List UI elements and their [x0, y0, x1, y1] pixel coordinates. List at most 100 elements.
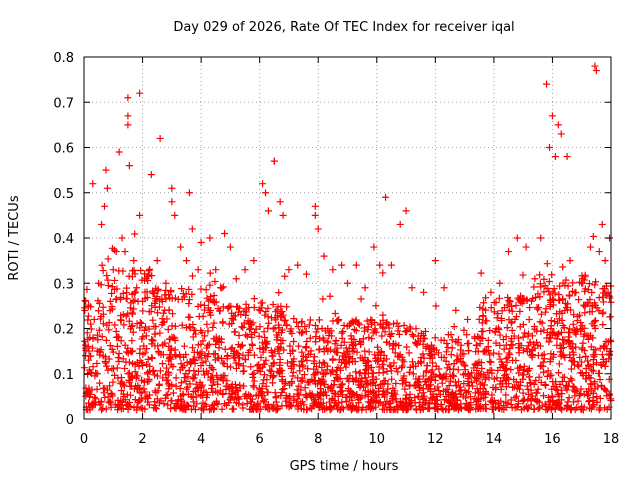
data-point [463, 331, 471, 339]
data-point [354, 394, 362, 402]
data-point [202, 357, 210, 365]
data-point [166, 294, 174, 302]
data-point [349, 405, 357, 413]
data-point [379, 316, 387, 324]
data-point [408, 331, 416, 339]
data-point [558, 309, 566, 317]
data-point [577, 390, 585, 398]
data-point [104, 366, 112, 374]
data-point [453, 396, 461, 404]
x-tick-label: 12 [427, 432, 444, 447]
data-point [84, 316, 92, 324]
data-point [501, 367, 509, 375]
data-point [358, 392, 366, 400]
data-point [89, 344, 97, 352]
data-point [134, 398, 142, 406]
data-point [287, 401, 295, 409]
x-tick-label: 4 [197, 432, 205, 447]
data-point [423, 342, 431, 350]
data-point [414, 332, 422, 340]
data-point [127, 325, 135, 333]
data-point [166, 382, 174, 390]
data-point [232, 275, 240, 283]
data-point [261, 371, 269, 379]
data-point [203, 320, 211, 328]
data-point [197, 362, 205, 370]
data-point [338, 358, 346, 366]
data-point [470, 364, 478, 372]
data-point [93, 347, 101, 355]
data-point [268, 352, 276, 360]
data-point [352, 368, 360, 376]
data-point [136, 349, 144, 357]
data-point [103, 362, 111, 370]
data-point [553, 386, 561, 394]
data-point [554, 121, 562, 129]
data-point [94, 336, 102, 344]
data-point [486, 327, 494, 335]
data-point [206, 269, 214, 277]
data-point [584, 357, 592, 365]
data-point [565, 394, 573, 402]
data-point [298, 319, 306, 327]
data-point [104, 393, 112, 401]
data-point [452, 306, 460, 314]
data-point [478, 327, 486, 335]
data-point [258, 363, 266, 371]
data-point [193, 400, 201, 408]
data-point [373, 357, 381, 365]
data-point [372, 328, 380, 336]
data-point [201, 332, 209, 340]
data-point [294, 323, 302, 331]
data-point [406, 325, 414, 333]
data-point [93, 370, 101, 378]
data-point [546, 403, 554, 411]
data-point [370, 243, 378, 251]
data-point [494, 310, 502, 318]
data-point [271, 389, 279, 397]
data-point [452, 382, 460, 390]
data-point [555, 329, 563, 337]
data-point [272, 393, 280, 401]
data-point [473, 385, 481, 393]
data-point [445, 382, 453, 390]
data-point [365, 358, 373, 366]
data-point [176, 384, 184, 392]
data-point [392, 365, 400, 373]
data-point [212, 266, 220, 274]
data-point [310, 353, 318, 361]
data-point [99, 310, 107, 318]
data-point [253, 362, 261, 370]
data-point [250, 295, 258, 303]
data-point [205, 340, 213, 348]
data-point [141, 405, 149, 413]
data-point [509, 383, 517, 391]
data-point [248, 340, 256, 348]
data-point [277, 336, 285, 344]
data-point [398, 402, 406, 410]
data-point [303, 393, 311, 401]
data-point [548, 112, 556, 120]
data-point [393, 398, 401, 406]
data-point [138, 335, 146, 343]
data-point [499, 363, 507, 371]
data-point [576, 391, 584, 399]
data-point [281, 272, 289, 280]
data-point [229, 405, 237, 413]
data-point [125, 378, 133, 386]
data-point [515, 369, 523, 377]
data-point [492, 298, 500, 306]
data-point [240, 382, 248, 390]
data-point [125, 369, 133, 377]
data-point [577, 325, 585, 333]
data-point [525, 390, 533, 398]
data-point [505, 380, 513, 388]
data-point [227, 394, 235, 402]
data-point [227, 345, 235, 353]
data-point [106, 307, 114, 315]
data-point [517, 406, 525, 414]
data-point [197, 327, 205, 335]
data-point [569, 320, 577, 328]
data-point [556, 296, 564, 304]
data-point [99, 352, 107, 360]
